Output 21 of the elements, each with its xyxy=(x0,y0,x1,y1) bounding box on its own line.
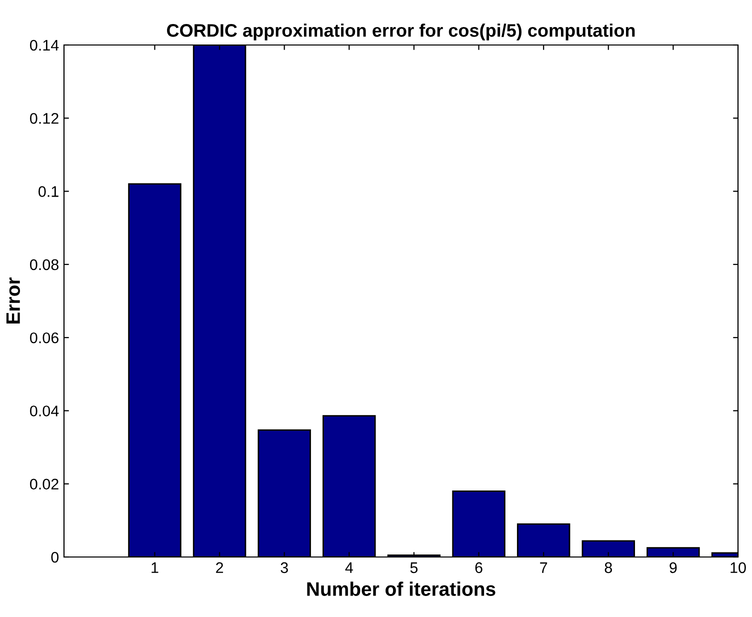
x-tick-label: 1 xyxy=(152,562,158,573)
y-tick-label: 0.1 xyxy=(38,186,58,197)
x-tick-label: 9 xyxy=(670,562,677,574)
x-tick-label: 7 xyxy=(540,562,548,573)
y-tick-label: 0 xyxy=(51,552,59,563)
x-tick-label: 5 xyxy=(410,562,418,574)
y-tick-label: 0.04 xyxy=(30,406,59,416)
y-tick-label: 0.14 xyxy=(30,40,59,51)
x-tick-label: 8 xyxy=(604,562,612,574)
y-tick-label: 0.06 xyxy=(30,332,58,344)
y-tick-label: 0.12 xyxy=(30,113,58,124)
y-tick-label: 0.08 xyxy=(30,259,58,270)
y-tick-label: 0.02 xyxy=(30,478,58,490)
x-axis-title: Number of iterations xyxy=(307,582,496,596)
chart-title: CORDIC approximation error for cos(pi/5) computation xyxy=(167,24,635,40)
y-axis-title: Error xyxy=(6,278,20,324)
x-tick-label: 6 xyxy=(475,562,482,574)
x-tick-label: 10 xyxy=(730,562,746,574)
x-tick-label: 4 xyxy=(345,562,353,573)
x-tick-label: 3 xyxy=(280,562,288,574)
x-tick-label: 2 xyxy=(216,562,224,573)
